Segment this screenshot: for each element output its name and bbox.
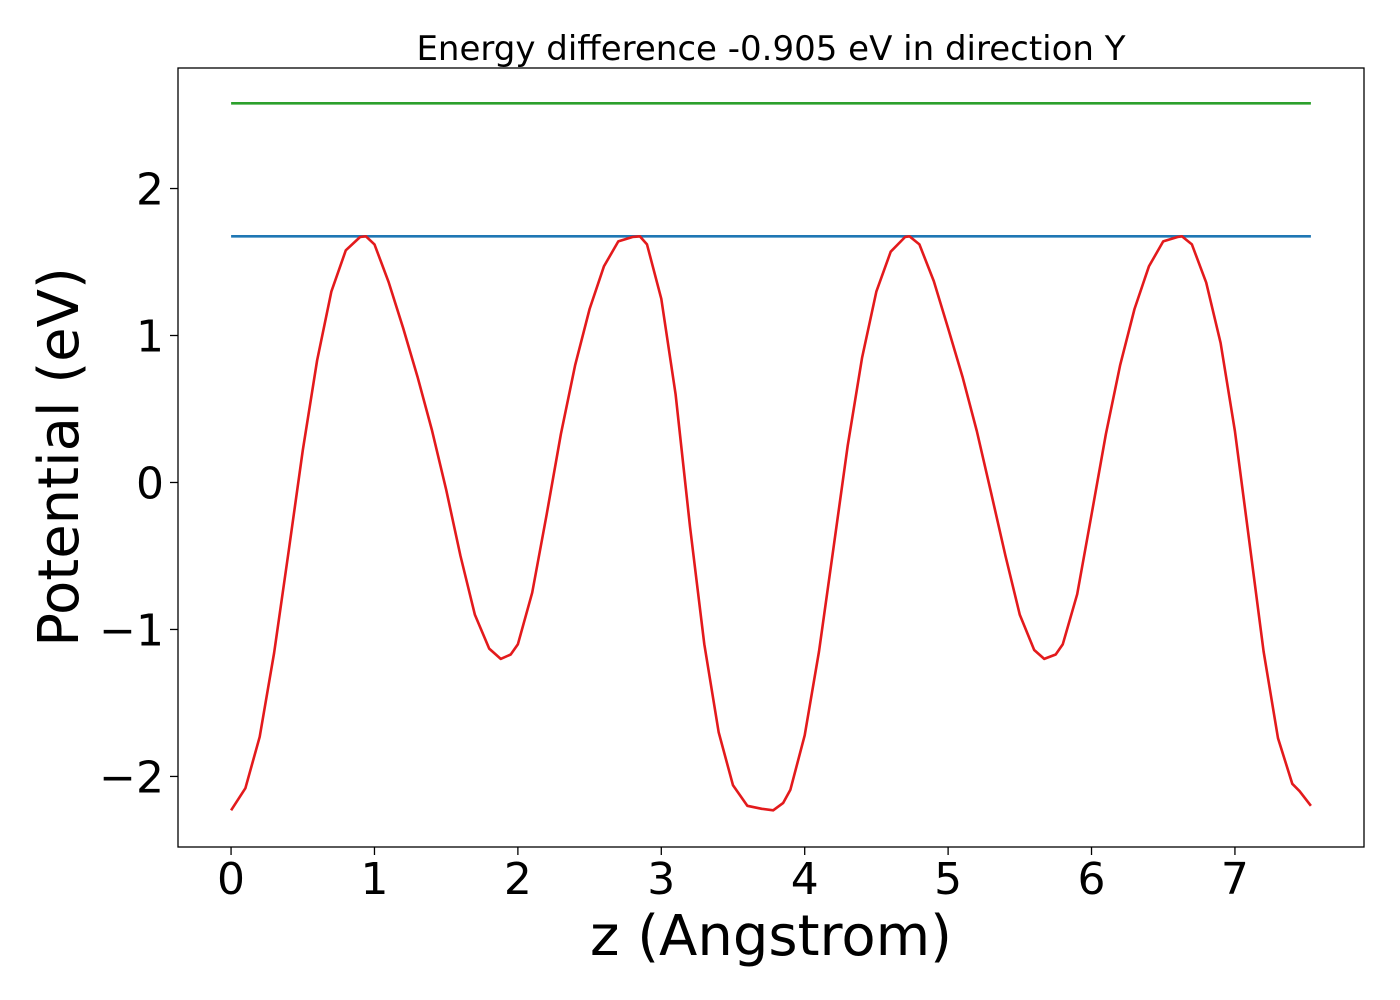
- chart-title: Energy difference -0.905 eV in direction…: [416, 29, 1125, 69]
- plot-frame: [177, 67, 1365, 848]
- x-tick-label: 6: [1078, 854, 1106, 905]
- x-tick-label: 1: [360, 854, 388, 905]
- x-tick-label: 0: [217, 854, 245, 905]
- x-tick-label: 7: [1221, 854, 1249, 905]
- y-axis: −2 −1 0 1 2: [99, 165, 178, 803]
- x-axis-label: z (Angstrom): [590, 904, 952, 969]
- y-tick-label: −2: [99, 752, 164, 803]
- x-axis: 0 1 2 3 4 5 6 7: [217, 847, 1249, 905]
- x-tick-label: 3: [647, 854, 675, 905]
- y-axis-label: Potential (eV): [27, 267, 92, 647]
- x-tick-label: 4: [791, 854, 819, 905]
- series-line-2: [230, 235, 1312, 812]
- y-tick-label: 1: [136, 312, 164, 363]
- y-tick-label: 0: [136, 458, 164, 509]
- y-tick-label: −1: [99, 605, 164, 656]
- x-tick-label: 5: [934, 854, 962, 905]
- y-tick-label: 2: [136, 165, 164, 216]
- series-layer: [230, 102, 1312, 812]
- x-tick-label: 2: [504, 854, 532, 905]
